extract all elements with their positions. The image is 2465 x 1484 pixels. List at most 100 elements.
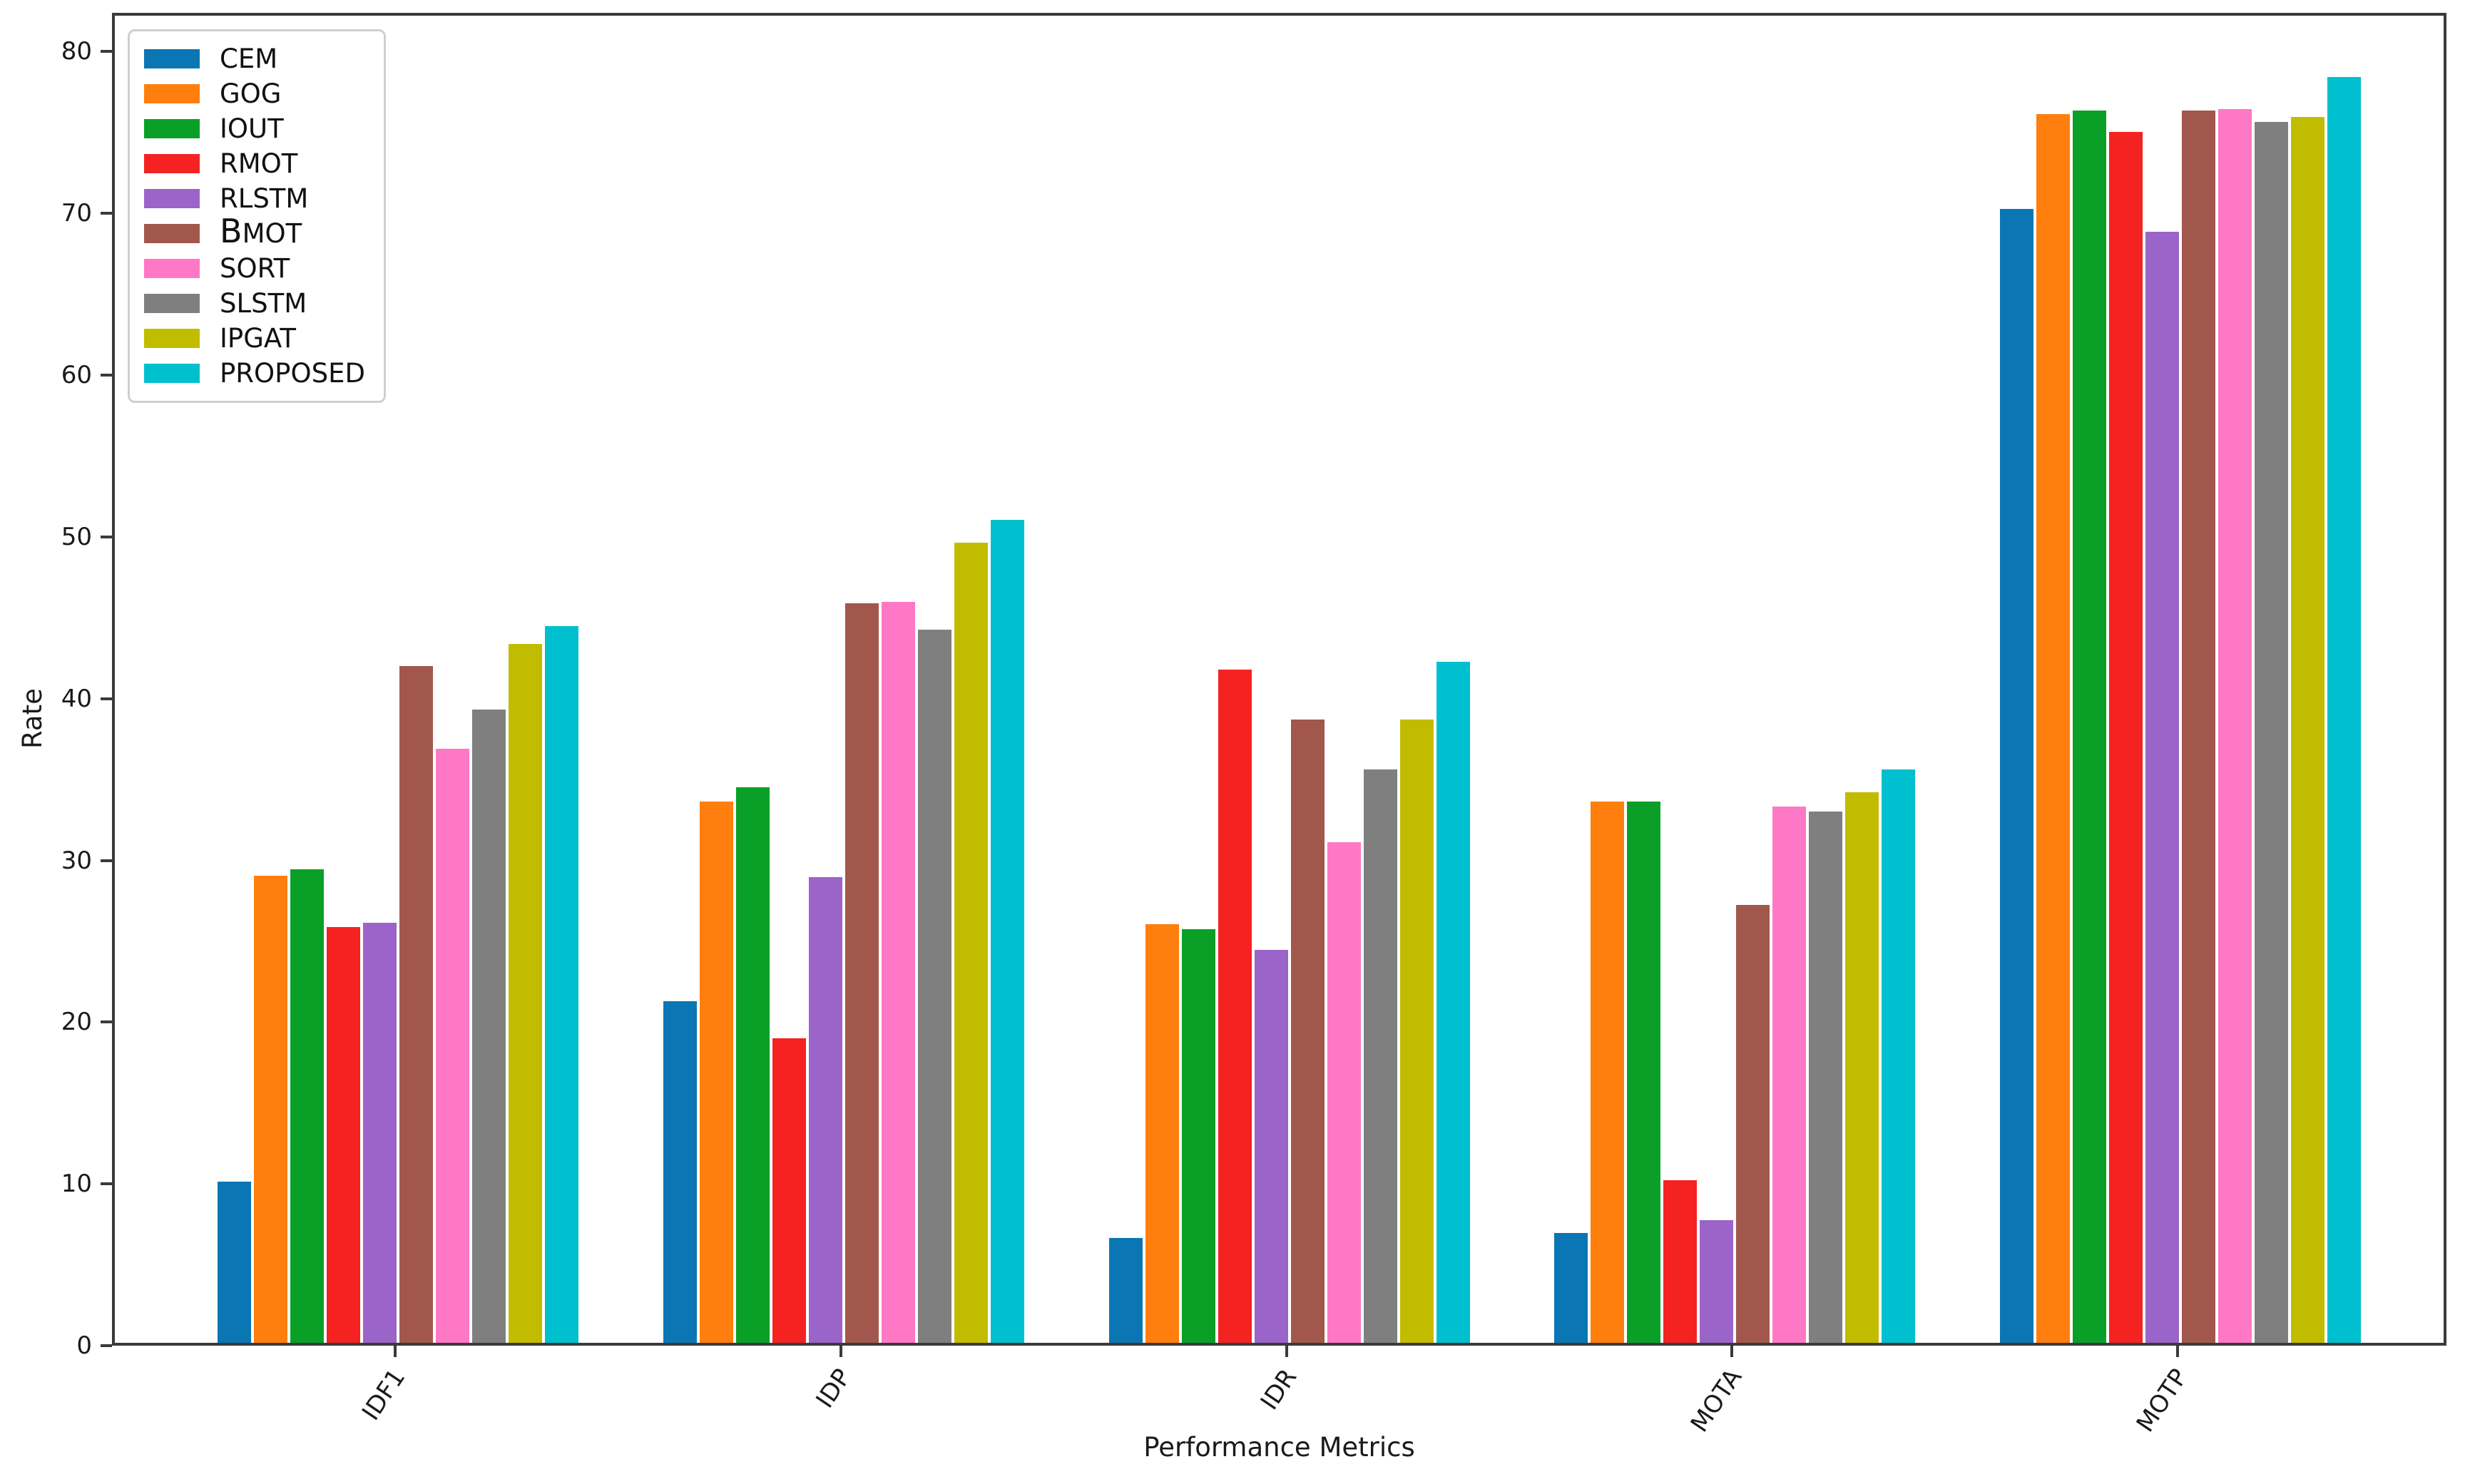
legend-swatch-IPGAT — [144, 329, 200, 348]
plot-area: CEM GOG IOUT RMOT RLSTM ΒMOT SORT SLSTM IPGAT PRO… — [112, 13, 2446, 1346]
bar-IOUT-MOTA — [1627, 802, 1661, 1343]
bar-GOG-MOTP — [2036, 113, 2070, 1343]
y-tick-label-10: 10 — [61, 1170, 92, 1199]
legend-swatch-CEM — [144, 49, 200, 68]
bar-IPGAT-IDF1 — [509, 643, 542, 1343]
bar-PROPOSED-IDF1 — [545, 625, 578, 1343]
y-tick-label-50: 50 — [61, 522, 92, 551]
bar-PROPOSED-IDR — [1436, 661, 1470, 1343]
legend-label-GOG: GOG — [220, 78, 282, 109]
legend-label-SLSTM: SLSTM — [220, 288, 307, 319]
bar-GOG-IDF1 — [254, 876, 287, 1343]
bar-ΒMOT-MOTP — [2181, 111, 2215, 1343]
bar-CEM-MOTP — [1999, 209, 2033, 1343]
x-tick-label-MOTA: MOTA — [1685, 1363, 1748, 1438]
legend-swatch-GOG — [144, 84, 200, 103]
legend-swatch-RMOT — [144, 154, 200, 173]
legend-item-SORT: SORT — [144, 251, 365, 286]
legend-label-RLSTM: RLSTM — [220, 183, 309, 214]
bar-group-IDP — [663, 16, 1024, 1343]
y-tick-label-60: 60 — [61, 361, 92, 390]
bar-GOG-IDP — [699, 802, 733, 1343]
y-axis-label: Rate — [17, 688, 48, 749]
legend-label-SORT: SORT — [220, 253, 290, 284]
x-tick-label-IDR: IDR — [1255, 1363, 1302, 1416]
legend-label-ΒMOT: ΒMOT — [220, 212, 302, 250]
x-tick-label-MOTP: MOTP — [2130, 1363, 2194, 1438]
bar-CEM-IDR — [1108, 1238, 1143, 1343]
legend-swatch-RLSTM — [144, 189, 200, 208]
legend-swatch-SORT — [144, 259, 200, 278]
bar-IOUT-MOTP — [2072, 111, 2106, 1343]
bar-PROPOSED-MOTA — [1882, 769, 1916, 1343]
bar-SORT-MOTA — [1772, 806, 1807, 1343]
x-tick-mark-MOTA — [1730, 1346, 1734, 1357]
bar-PROPOSED-MOTP — [2327, 76, 2361, 1343]
legend-swatch-SLSTM — [144, 294, 200, 313]
bar-IPGAT-MOTP — [2290, 117, 2324, 1343]
y-tick-label-70: 70 — [61, 199, 92, 228]
bar-group-MOTA — [1554, 16, 1916, 1343]
bar-IOUT-IDR — [1181, 928, 1215, 1343]
bar-group-IDR — [1108, 16, 1470, 1343]
y-tick-mark-50 — [101, 535, 112, 538]
legend-label-IOUT: IOUT — [220, 113, 284, 144]
legend-swatch-IOUT — [144, 119, 200, 138]
legend: CEM GOG IOUT RMOT RLSTM ΒMOT SORT SLSTM IPGAT PRO… — [128, 29, 386, 403]
bar-RLSTM-IDR — [1254, 949, 1288, 1343]
bar-SLSTM-IDR — [1363, 769, 1397, 1343]
bar-SORT-IDF1 — [436, 748, 469, 1343]
bar-IPGAT-IDR — [1399, 719, 1434, 1343]
bar-CEM-IDP — [663, 1001, 697, 1343]
bar-PROPOSED-IDP — [990, 519, 1024, 1343]
bar-IOUT-IDP — [735, 787, 770, 1343]
bar-RMOT-IDP — [772, 1038, 806, 1343]
y-tick-label-0: 0 — [76, 1331, 92, 1360]
legend-item-RLSTM: RLSTM — [144, 181, 365, 216]
bar-group-IDF1 — [218, 16, 578, 1343]
x-tick-mark-IDP — [839, 1346, 842, 1357]
legend-item-ΒMOT: ΒMOT — [144, 212, 365, 251]
legend-swatch-PROPOSED — [144, 364, 200, 383]
bar-ΒMOT-MOTA — [1736, 904, 1770, 1343]
y-tick-mark-40 — [101, 697, 112, 700]
bar-GOG-MOTA — [1591, 802, 1625, 1343]
legend-item-CEM: CEM — [144, 41, 365, 76]
y-tick-label-30: 30 — [61, 846, 92, 875]
y-tick-mark-10 — [101, 1182, 112, 1186]
legend-item-GOG: GOG — [144, 76, 365, 111]
bar-ΒMOT-IDP — [844, 603, 879, 1343]
bar-SORT-MOTP — [2218, 109, 2252, 1343]
y-tick-mark-80 — [101, 50, 112, 53]
bar-RMOT-IDR — [1218, 669, 1252, 1343]
bar-RLSTM-IDF1 — [363, 922, 397, 1343]
legend-label-IPGAT: IPGAT — [220, 323, 296, 354]
bar-RMOT-MOTP — [2108, 131, 2143, 1343]
bar-CEM-IDF1 — [218, 1182, 251, 1343]
x-axis-label: Performance Metrics — [1143, 1432, 1415, 1463]
bar-SLSTM-MOTP — [2254, 122, 2288, 1343]
bar-SLSTM-MOTA — [1809, 811, 1843, 1343]
bar-SORT-IDR — [1327, 841, 1361, 1343]
legend-item-IOUT: IOUT — [144, 111, 365, 146]
bar-RLSTM-MOTP — [2145, 231, 2179, 1343]
legend-label-PROPOSED: PROPOSED — [220, 358, 365, 389]
bar-CEM-MOTA — [1554, 1233, 1588, 1343]
y-tick-mark-20 — [101, 1020, 112, 1024]
bar-RLSTM-IDP — [808, 877, 842, 1343]
bar-IPGAT-MOTA — [1845, 792, 1879, 1343]
bar-SORT-IDP — [881, 602, 915, 1343]
legend-item-PROPOSED: PROPOSED — [144, 356, 365, 391]
legend-swatch-ΒMOT — [144, 224, 200, 243]
x-tick-mark-IDF1 — [394, 1346, 397, 1357]
bar-IOUT-IDF1 — [290, 869, 324, 1343]
y-tick-mark-60 — [101, 374, 112, 377]
x-tick-mark-MOTP — [2175, 1346, 2179, 1357]
x-tick-mark-IDR — [1285, 1346, 1288, 1357]
bar-IPGAT-IDP — [954, 542, 988, 1343]
bar-group-MOTP — [1999, 16, 2361, 1343]
y-tick-mark-0 — [101, 1344, 112, 1347]
legend-label-CEM: CEM — [220, 44, 278, 74]
y-tick-label-20: 20 — [61, 1008, 92, 1037]
